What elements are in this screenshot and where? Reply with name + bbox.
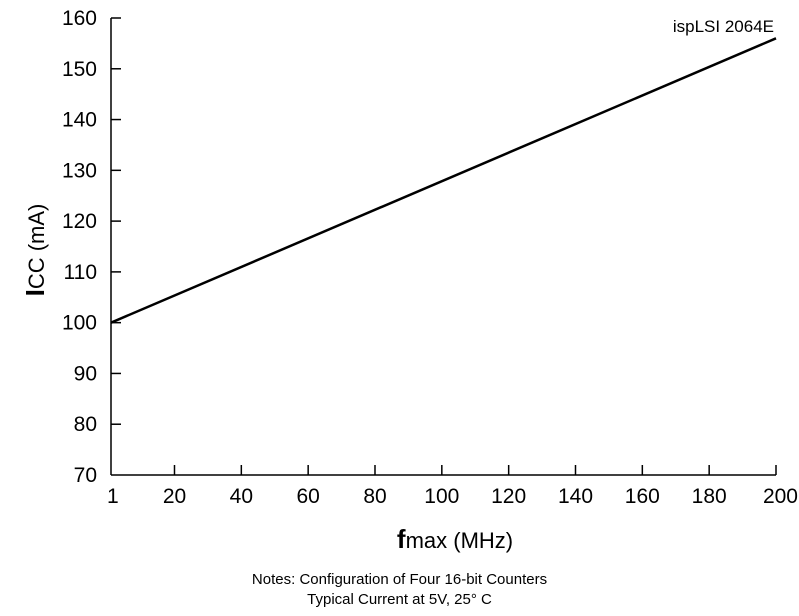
y-axis-label-sub: CC (mA): [24, 204, 49, 290]
x-tick-label: 120: [491, 485, 526, 508]
y-tick-label: 160: [62, 7, 97, 30]
y-axis-label-main: I: [20, 289, 50, 296]
x-tick-label: 140: [558, 485, 593, 508]
y-tick-label: 70: [74, 464, 97, 487]
x-tick-label: 100: [424, 485, 459, 508]
x-tick-label: 40: [230, 485, 253, 508]
y-tick-label: 140: [62, 109, 97, 132]
x-tick-label: 180: [692, 485, 727, 508]
x-axis-label-main: f: [397, 524, 406, 554]
x-tick-label: 160: [625, 485, 660, 508]
x-tick-label: 60: [296, 485, 319, 508]
notes-line-1: Notes: Configuration of Four 16-bit Coun…: [251, 571, 548, 588]
notes-line-2: Typical Current at 5V, 25° C: [307, 591, 492, 608]
y-tick-label: 90: [74, 362, 97, 385]
chart-annotation: ispLSI 2064E: [673, 17, 774, 36]
y-tick-label: 100: [62, 312, 97, 335]
axes: [110, 18, 776, 476]
series-line: [110, 37, 777, 324]
x-tick-label: 1: [107, 485, 119, 508]
series: [110, 37, 777, 324]
notes: Notes: Configuration of Four 16-bit Coun…: [0, 570, 799, 610]
x-tick-label: 20: [163, 485, 186, 508]
y-tick-label: 80: [74, 413, 97, 436]
y-tick-label: 150: [62, 58, 97, 81]
y-tick-label: 110: [64, 261, 97, 284]
x-tick-label: 200: [763, 485, 798, 508]
y-tick-label: 130: [62, 159, 97, 182]
y-tick-label: 120: [62, 210, 97, 233]
y-axis-label: ICC (mA): [20, 204, 50, 297]
x-tick-label: 80: [363, 485, 386, 508]
x-axis-label-sub: max (MHz): [406, 528, 514, 553]
x-axis-label: fmax (MHz): [397, 524, 513, 554]
